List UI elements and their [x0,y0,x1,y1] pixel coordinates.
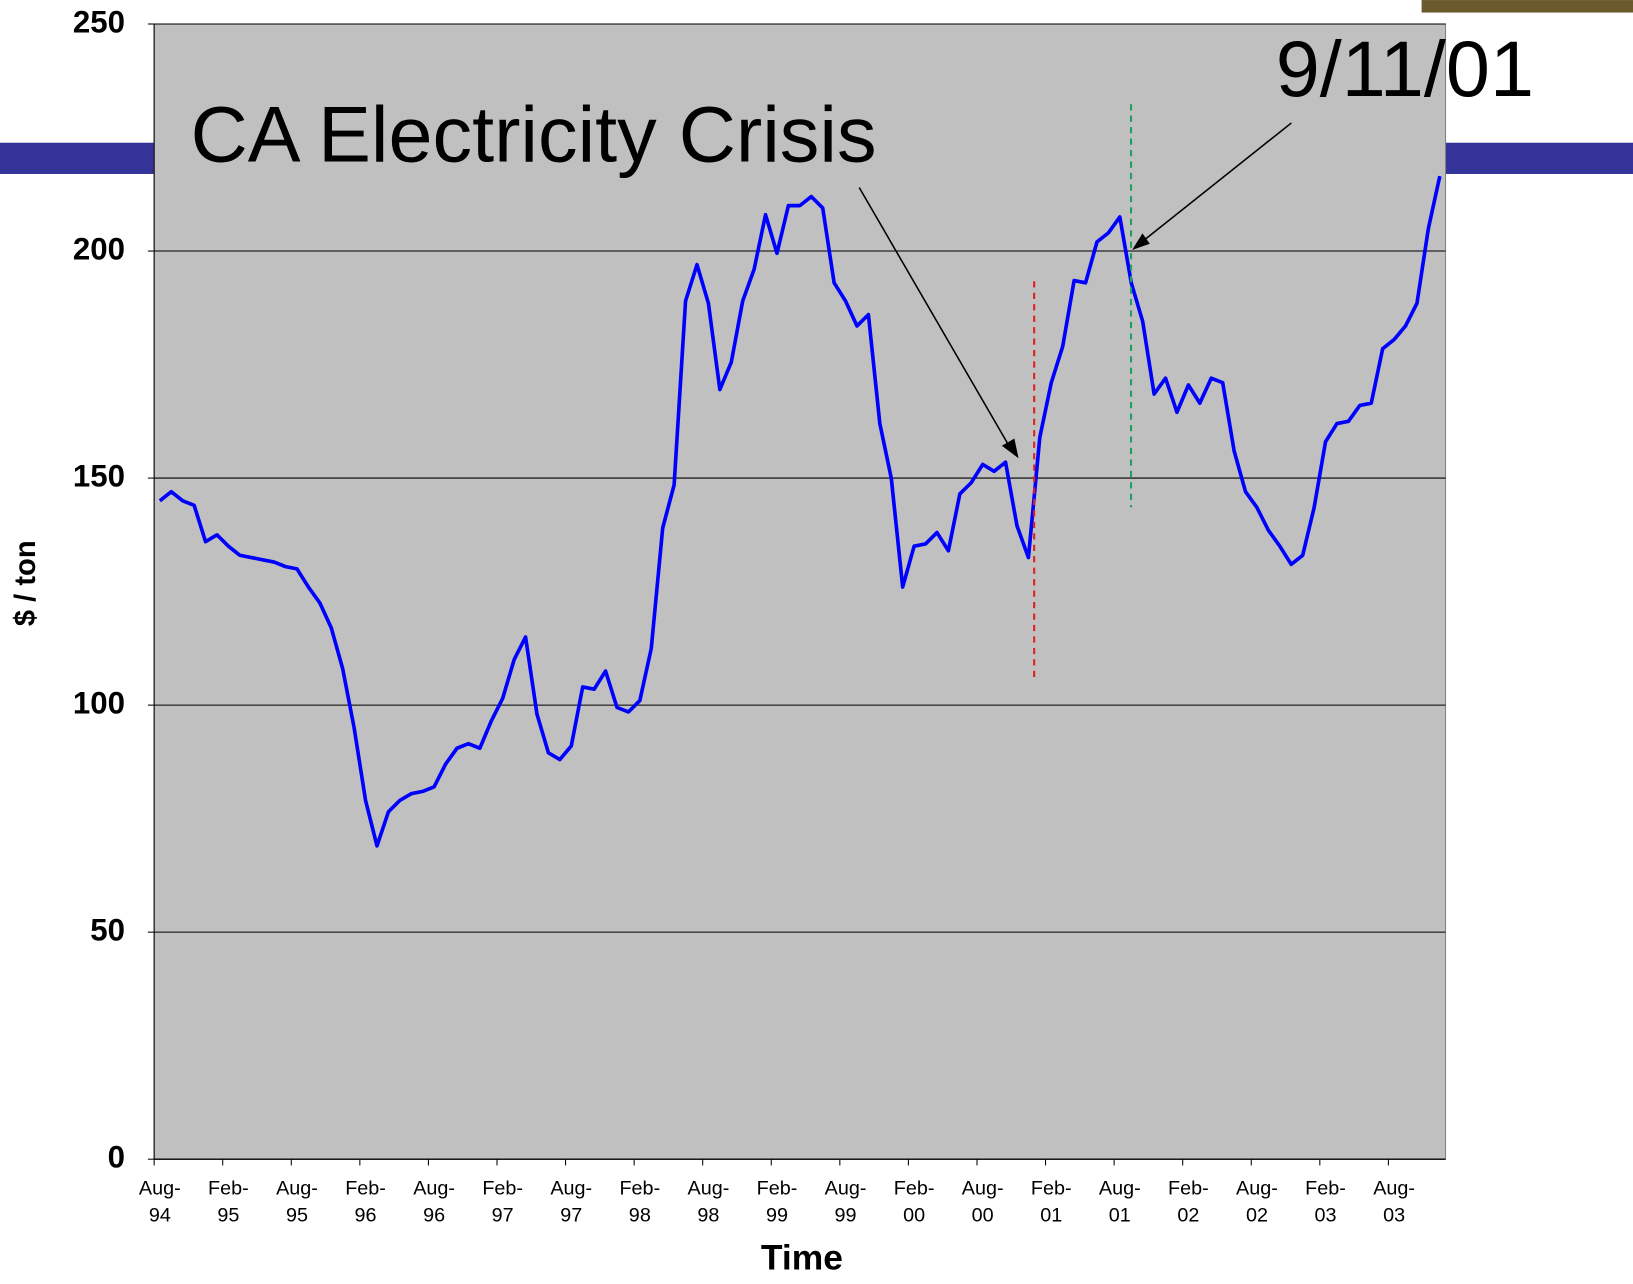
x-tick-label-box: Aug-02 [1234,1176,1280,1238]
x-tick-label: Feb-03 [1303,1176,1349,1230]
x-tick-label-box: Aug-97 [548,1176,594,1238]
chart: 0 50 100 150 200 250 Aug-94 Feb-95 Aug-95 Feb-96 A… [0,0,1633,1279]
x-tick-label: Aug-97 [548,1176,594,1230]
x-tick-label: Aug-02 [1234,1176,1280,1230]
x-tick-label-box: Aug-98 [685,1176,731,1238]
y-tick-label: 200 [73,231,125,266]
plot: 0 50 100 150 200 250 Aug-94 Feb-95 Aug-95 Feb-96 A… [73,4,1446,1238]
x-tick-label-box: Feb-98 [617,1176,663,1238]
x-tick-label: Feb-95 [205,1176,251,1230]
x-tick-label: Feb-01 [1028,1176,1074,1230]
x-tick-label: Aug-96 [411,1176,457,1230]
x-tick-label: Feb-99 [754,1176,800,1230]
x-tick-label-box: Feb-99 [754,1176,800,1238]
y-axis-title: $ / ton [10,540,42,626]
x-tick-label-box: Aug-00 [960,1176,1006,1238]
x-tick-label-box: Feb-01 [1028,1176,1074,1238]
x-tick-label: Feb-00 [891,1176,937,1230]
x-tick-label: Feb-98 [617,1176,663,1230]
x-tick-label: Aug-99 [823,1176,869,1230]
x-tick-label-box: Aug-94 [137,1176,183,1238]
x-tick-label-box: Feb-95 [205,1176,251,1238]
x-tick-label: Aug-98 [685,1176,731,1230]
x-tick-label-box: Feb-03 [1303,1176,1349,1238]
x-tick-label-box: Aug-95 [274,1176,320,1238]
page: 0 50 100 150 200 250 Aug-94 Feb-95 Aug-95 Feb-96 A… [0,0,1633,1279]
corner-image [1422,0,1633,12]
y-tick-label: 150 [73,458,125,493]
x-tick-label-box: Aug-01 [1097,1176,1143,1238]
x-tick-label-box: Feb-97 [480,1176,526,1238]
x-tick-label: Aug-00 [960,1176,1006,1230]
y-tick-label: 50 [90,912,125,947]
y-tick-label: 100 [73,685,125,720]
x-tick-label: Aug-95 [274,1176,320,1230]
x-axis-title: Time [761,1238,843,1278]
y-tick-label: 0 [108,1139,125,1174]
x-tick-label: Feb-02 [1165,1176,1211,1230]
plot-area [154,24,1445,1159]
x-tick-label-box: Aug-96 [411,1176,457,1238]
annotation: 9/11/01 [1276,24,1534,113]
x-tick-label: Feb-97 [480,1176,526,1230]
x-tick-label-box: Aug-99 [823,1176,869,1238]
x-tick-label: Aug-01 [1097,1176,1143,1230]
annotation: CA Electricity Crisis [191,90,877,179]
x-tick-label: Aug-94 [137,1176,183,1230]
y-tick-label: 250 [73,4,125,39]
x-tick-label-box: Feb-96 [343,1176,389,1238]
x-tick-label-box: Feb-02 [1165,1176,1211,1238]
x-tick-label: Feb-96 [343,1176,389,1230]
x-tick-label: Aug-03 [1371,1176,1417,1230]
x-tick-label-box: Aug-03 [1371,1176,1417,1238]
x-tick-label-box: Feb-00 [891,1176,937,1238]
